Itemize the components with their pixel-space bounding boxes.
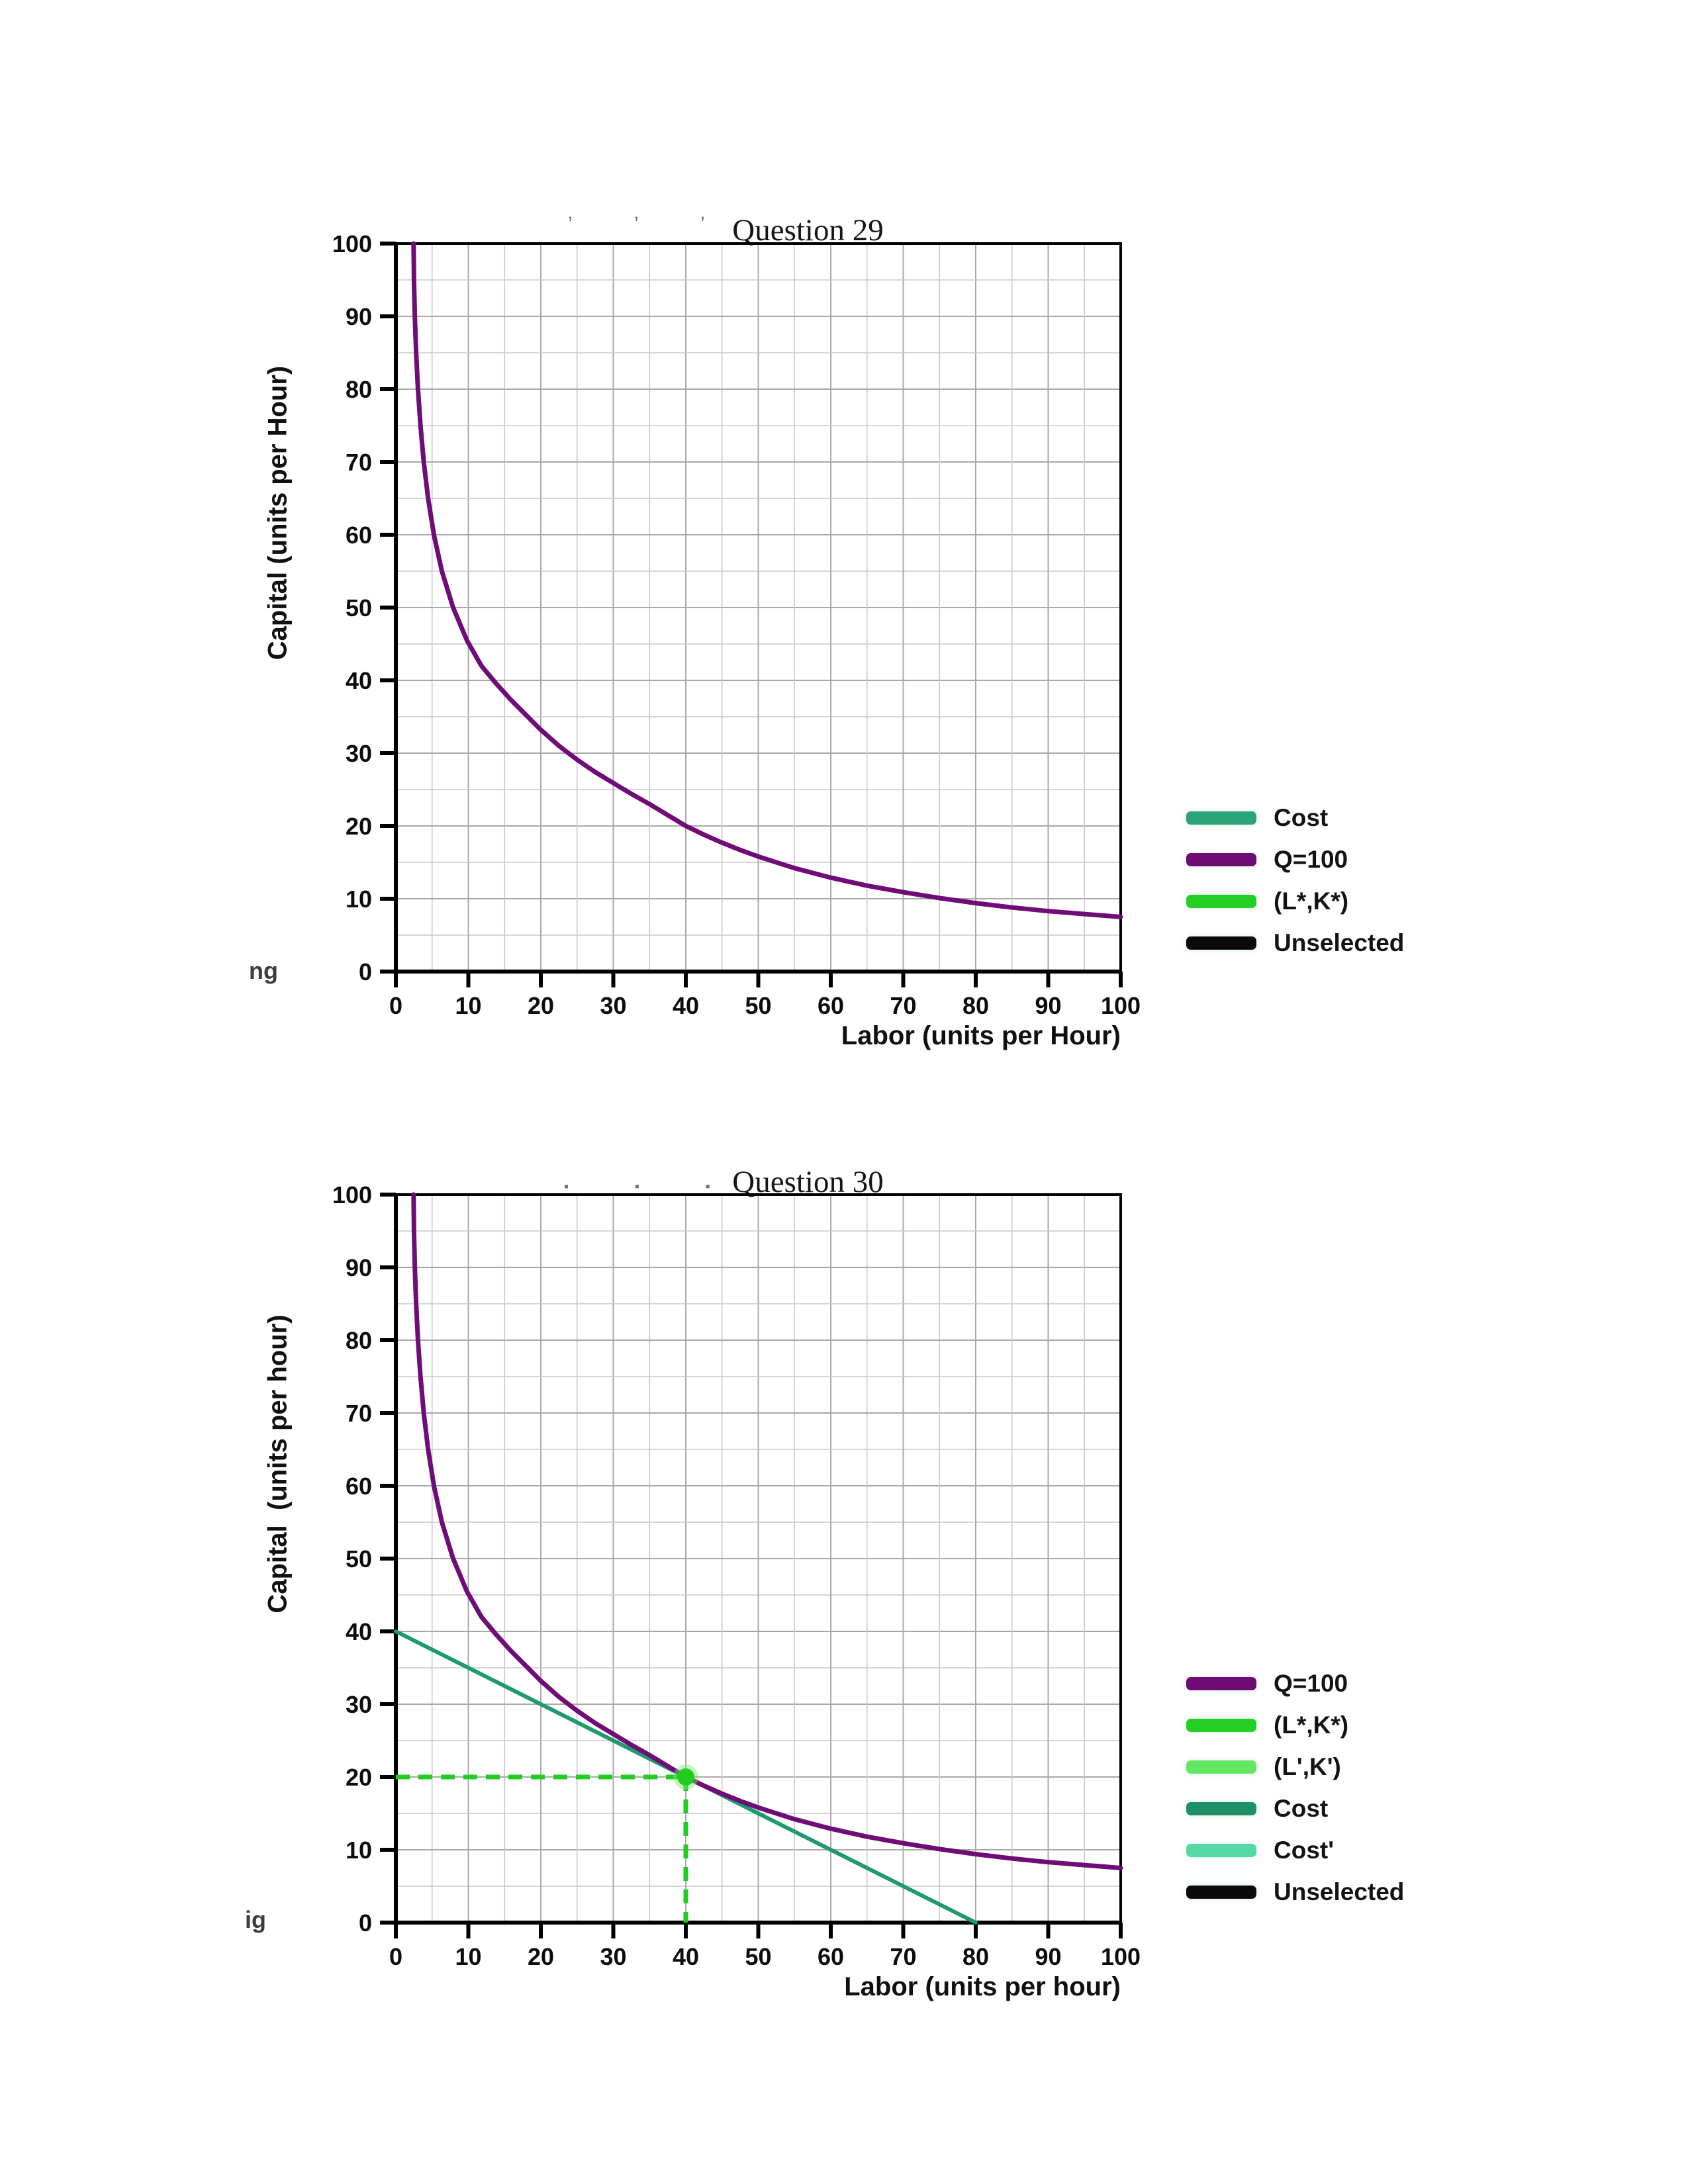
legend-swatch-optimum bbox=[1186, 1718, 1256, 1732]
legend-item: Unselected bbox=[1186, 1871, 1404, 1913]
x-tick-label: 10 bbox=[455, 1943, 481, 1970]
legend-swatch-q100 bbox=[1186, 852, 1256, 866]
y-tick-label: 10 bbox=[346, 1837, 372, 1864]
legend-swatch-unselected bbox=[1186, 936, 1256, 950]
y-tick-label: 10 bbox=[346, 886, 372, 913]
x-tick-label: 0 bbox=[389, 1943, 402, 1970]
legend-item: Cost' bbox=[1186, 1829, 1404, 1871]
erased-text-remnant: ’ ’ ’ bbox=[568, 213, 713, 235]
cropped-text-fragment: ig bbox=[245, 1906, 266, 1933]
y-tick-label: 60 bbox=[346, 522, 372, 549]
legend-label: (L*,K*) bbox=[1274, 1711, 1349, 1739]
y-tick-label: 20 bbox=[346, 813, 372, 840]
y-tick-label: 50 bbox=[346, 594, 372, 621]
x-tick-label: 100 bbox=[1101, 992, 1141, 1019]
x-tick-label: 80 bbox=[962, 992, 989, 1019]
x-tick-label: 10 bbox=[455, 992, 481, 1019]
plot-area: 0 10 20 30 40 50 60 70 80 90 100 0 10 20 30 40 50 60 70 80 9… bbox=[332, 230, 1141, 1019]
y-tick-label: 30 bbox=[346, 740, 372, 767]
legend-swatch-cost-prime bbox=[1186, 1843, 1256, 1857]
x-axis-label: Labor (units per hour) bbox=[844, 1972, 1121, 2001]
legend-label: Unselected bbox=[1274, 1878, 1405, 1905]
x-tick-label: 40 bbox=[673, 992, 699, 1019]
y-tick-label: 40 bbox=[346, 667, 372, 694]
legend-label: (L*,K*) bbox=[1274, 887, 1349, 915]
x-tick-label: 30 bbox=[600, 1943, 626, 1970]
x-tick-label: 40 bbox=[673, 1943, 699, 1970]
plot-area: 0 10 20 30 40 50 60 70 80 90 100 0 10 20 30 40 50 60 70 80 9… bbox=[332, 1181, 1141, 1970]
legend-swatch-unselected bbox=[1186, 1885, 1256, 1899]
optimum-point bbox=[677, 1768, 694, 1786]
legend-item: Cost bbox=[1186, 1788, 1404, 1829]
x-axis-label: Labor (units per Hour) bbox=[841, 1021, 1121, 1050]
chart-title: Question 29 bbox=[732, 213, 884, 248]
x-tick-label: 60 bbox=[818, 1943, 844, 1970]
x-tick-label: 70 bbox=[890, 992, 916, 1019]
y-tick-label: 80 bbox=[346, 376, 372, 403]
y-tick-label: 50 bbox=[346, 1545, 372, 1572]
legend-label: Cost bbox=[1274, 1794, 1329, 1822]
x-tick-label: 100 bbox=[1101, 1943, 1141, 1970]
y-tick-label: 100 bbox=[332, 1181, 372, 1208]
y-tick-label: 20 bbox=[346, 1764, 372, 1791]
series-q-100 bbox=[411, 1192, 1123, 1870]
x-tick-label: 50 bbox=[745, 1943, 771, 1970]
y-tick-label: 40 bbox=[346, 1618, 372, 1645]
x-tick-label: 60 bbox=[818, 992, 844, 1019]
legend-item: (L*,K*) bbox=[1186, 1704, 1404, 1746]
legend-swatch-cost bbox=[1186, 811, 1256, 825]
legend-item: Q=100 bbox=[1186, 1662, 1404, 1704]
x-tick-label: 50 bbox=[745, 992, 771, 1019]
y-tick-label: 70 bbox=[346, 449, 372, 476]
legend-item: Unselected bbox=[1186, 922, 1404, 964]
y-tick-label: 0 bbox=[359, 1909, 372, 1936]
legend-swatch-cost bbox=[1186, 1801, 1256, 1815]
legend-label: (L',K') bbox=[1274, 1752, 1341, 1780]
x-tick-label: 90 bbox=[1035, 1943, 1061, 1970]
x-tick-label: 80 bbox=[962, 1943, 989, 1970]
x-tick-label: 20 bbox=[528, 992, 554, 1019]
legend-item: Cost bbox=[1186, 797, 1404, 839]
legend-item: (L*,K*) bbox=[1186, 880, 1404, 922]
y-tick-label: 30 bbox=[346, 1691, 372, 1718]
x-tick-label: 90 bbox=[1035, 992, 1061, 1019]
y-axis-label: Capital (units per hour) bbox=[263, 1314, 293, 1614]
legend-label: Q=100 bbox=[1274, 1669, 1348, 1697]
x-tick-label: 30 bbox=[600, 992, 626, 1019]
legend-item: (L',K') bbox=[1186, 1746, 1404, 1788]
legend-label: Unselected bbox=[1274, 929, 1405, 956]
legend-item: Q=100 bbox=[1186, 839, 1404, 880]
y-tick-label: 60 bbox=[346, 1473, 372, 1500]
erased-text-remnant: ▪ ▪ ▪ bbox=[564, 1179, 718, 1194]
cropped-text-fragment: ng bbox=[249, 957, 278, 984]
legend-label: Cost bbox=[1274, 803, 1329, 831]
x-tick-label: 70 bbox=[890, 1943, 916, 1970]
y-tick-label: 80 bbox=[346, 1327, 372, 1354]
legend-label: Cost' bbox=[1274, 1836, 1335, 1864]
y-tick-label: 100 bbox=[332, 230, 372, 257]
x-tick-label: 20 bbox=[528, 1943, 554, 1970]
legend-swatch-q100 bbox=[1186, 1676, 1256, 1690]
y-tick-label: 90 bbox=[346, 303, 372, 330]
y-tick-label: 0 bbox=[359, 958, 372, 985]
y-tick-label: 90 bbox=[346, 1254, 372, 1281]
y-tick-label: 70 bbox=[346, 1400, 372, 1427]
legend: Cost Q=100 (L*,K*) Unselected bbox=[1186, 797, 1404, 964]
legend-swatch-optimum-prime bbox=[1186, 1760, 1256, 1774]
legend-label: Q=100 bbox=[1274, 845, 1348, 873]
series-q-100 bbox=[411, 241, 1123, 919]
legend-swatch-optimum bbox=[1186, 894, 1256, 908]
legend: Q=100 (L*,K*) (L',K') Cost Cost' Unselec… bbox=[1186, 1662, 1404, 1913]
x-tick-label: 0 bbox=[389, 992, 402, 1019]
